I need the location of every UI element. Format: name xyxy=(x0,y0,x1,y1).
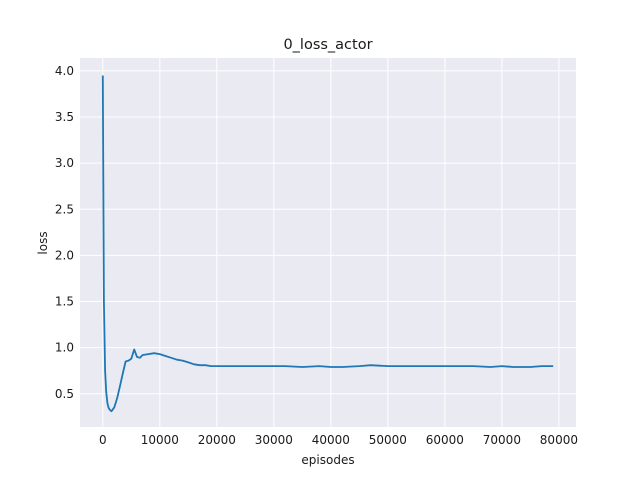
y-tick-labels: 0.5 1.0 1.5 2.0 2.5 3.0 3.5 4.0 xyxy=(55,64,74,401)
grid xyxy=(80,58,576,427)
x-tick-label: 30000 xyxy=(255,433,293,447)
x-tick-label: 10000 xyxy=(141,433,179,447)
y-tick-label: 1.5 xyxy=(55,295,74,309)
x-tick-label: 40000 xyxy=(312,433,350,447)
x-tick-labels: 0 10000 20000 30000 40000 50000 60000 70000 8000… xyxy=(99,433,578,447)
x-axis-label: episodes xyxy=(301,453,354,467)
x-tick-label: 20000 xyxy=(198,433,236,447)
series-line xyxy=(101,75,554,413)
x-tick-label: 50000 xyxy=(369,433,407,447)
y-tick-label: 2.0 xyxy=(55,248,74,262)
y-tick-label: 4.0 xyxy=(55,64,74,78)
y-tick-label: 1.0 xyxy=(55,341,74,355)
y-tick-label: 0.5 xyxy=(55,387,74,401)
chart-title: 0_loss_actor xyxy=(283,37,372,53)
y-axis-label: loss xyxy=(36,231,50,254)
y-tick-label: 2.5 xyxy=(55,202,74,216)
y-tick-label: 3.5 xyxy=(55,110,74,124)
x-tick-label: 80000 xyxy=(540,433,578,447)
x-tick-label: 70000 xyxy=(483,433,521,447)
plot-background xyxy=(80,58,576,427)
x-tick-label: 0 xyxy=(99,433,107,447)
x-tick-label: 60000 xyxy=(426,433,464,447)
y-tick-label: 3.0 xyxy=(55,156,74,170)
